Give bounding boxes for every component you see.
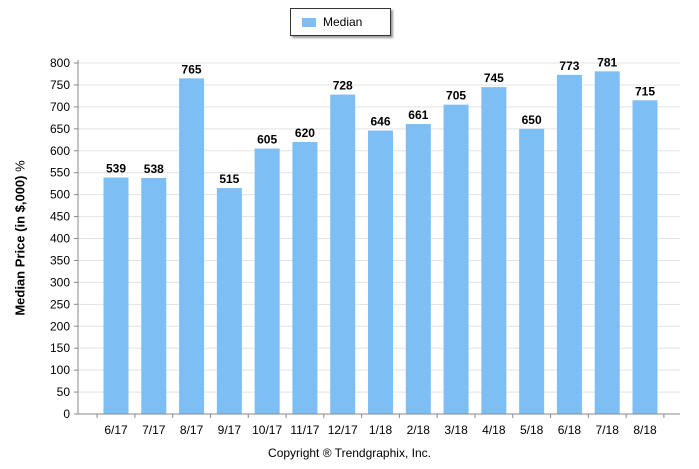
x-tick-label: 3/18 bbox=[444, 423, 468, 437]
bar bbox=[141, 177, 167, 414]
bars bbox=[103, 71, 658, 415]
x-tick-label: 7/18 bbox=[596, 423, 620, 437]
x-tick-label: 11/17 bbox=[290, 423, 319, 437]
x-ticks: 6/17 7/17 8/17 9/17 10/17 11/17 12/17 1/18 2/18 3… bbox=[96, 414, 665, 437]
x-tick-label: 8/18 bbox=[633, 423, 657, 437]
bar bbox=[519, 128, 545, 414]
y-tick-label: 100 bbox=[50, 363, 70, 377]
y-tick-label: 800 bbox=[50, 56, 70, 70]
bar bbox=[330, 94, 356, 414]
bar bbox=[405, 123, 431, 414]
data-label: 765 bbox=[182, 62, 202, 76]
bar bbox=[179, 78, 205, 414]
legend-swatch bbox=[302, 18, 316, 27]
bar bbox=[481, 87, 507, 414]
data-label: 728 bbox=[333, 79, 353, 93]
y-tick-label: 300 bbox=[50, 275, 70, 289]
bar bbox=[368, 130, 393, 414]
x-tick-label: 12/17 bbox=[328, 423, 358, 437]
bar bbox=[632, 100, 658, 414]
bar bbox=[443, 104, 469, 415]
y-axis-title: Median Price (in $,000) % bbox=[13, 160, 28, 315]
y-tick-label: 700 bbox=[50, 100, 70, 114]
x-tick-label: 10/17 bbox=[252, 423, 282, 437]
data-label: 646 bbox=[370, 115, 390, 129]
y-tick-label: 0 bbox=[63, 407, 70, 421]
data-label: 781 bbox=[597, 55, 617, 69]
x-tick-label: 1/18 bbox=[369, 423, 393, 437]
data-label: 705 bbox=[446, 89, 466, 103]
y-tick-label: 650 bbox=[50, 122, 70, 136]
copyright-text: Copyright ® Trendgraphix, Inc. bbox=[268, 446, 431, 460]
y-tick-label: 500 bbox=[50, 188, 70, 202]
x-tick-label: 7/17 bbox=[142, 423, 166, 437]
legend: Median bbox=[290, 8, 391, 36]
bar bbox=[103, 177, 129, 414]
y-tick-label: 350 bbox=[50, 253, 70, 267]
y-tick-label: 150 bbox=[50, 341, 70, 355]
data-label: 745 bbox=[484, 71, 504, 85]
x-tick-label: 9/17 bbox=[218, 423, 242, 437]
y-axis-unit: % bbox=[12, 160, 28, 172]
data-label: 650 bbox=[522, 113, 542, 127]
data-label: 539 bbox=[106, 162, 126, 176]
legend-label: Median bbox=[323, 15, 363, 29]
y-tick-label: 250 bbox=[50, 297, 70, 311]
bar bbox=[556, 74, 582, 414]
bar bbox=[254, 148, 280, 414]
y-tick-label: 200 bbox=[50, 319, 70, 333]
data-label: 661 bbox=[408, 108, 428, 122]
y-tick-label: 750 bbox=[50, 78, 70, 92]
bar bbox=[292, 141, 318, 414]
bar bbox=[594, 71, 620, 415]
bar bbox=[216, 188, 242, 414]
x-tick-label: 5/18 bbox=[520, 423, 544, 437]
y-tick-label: 600 bbox=[50, 144, 70, 158]
data-label: 620 bbox=[295, 126, 315, 140]
x-tick-label: 6/18 bbox=[558, 423, 582, 437]
data-label: 605 bbox=[257, 133, 277, 147]
y-tick-label: 400 bbox=[50, 232, 70, 246]
x-tick-label: 6/17 bbox=[104, 423, 128, 437]
data-labels: 539 538 765 515 605 620 728 646 661 705 745 650 773 7… bbox=[106, 55, 655, 186]
y-tick-label: 550 bbox=[50, 166, 70, 180]
x-tick-label: 8/17 bbox=[180, 423, 204, 437]
data-label: 715 bbox=[635, 84, 655, 98]
y-axis-label: Median Price (in $,000) bbox=[12, 175, 28, 316]
y-ticks: 0 50 100 150 200 250 300 350 400 450 500 550 600 650 7… bbox=[50, 56, 78, 421]
data-label: 773 bbox=[559, 59, 579, 73]
axes bbox=[77, 60, 680, 415]
x-tick-label: 2/18 bbox=[407, 423, 431, 437]
y-tick-label: 450 bbox=[50, 210, 70, 224]
x-tick-label: 4/18 bbox=[482, 423, 506, 437]
y-tick-label: 50 bbox=[57, 385, 71, 399]
data-label: 515 bbox=[219, 172, 239, 186]
data-label: 538 bbox=[144, 162, 164, 176]
